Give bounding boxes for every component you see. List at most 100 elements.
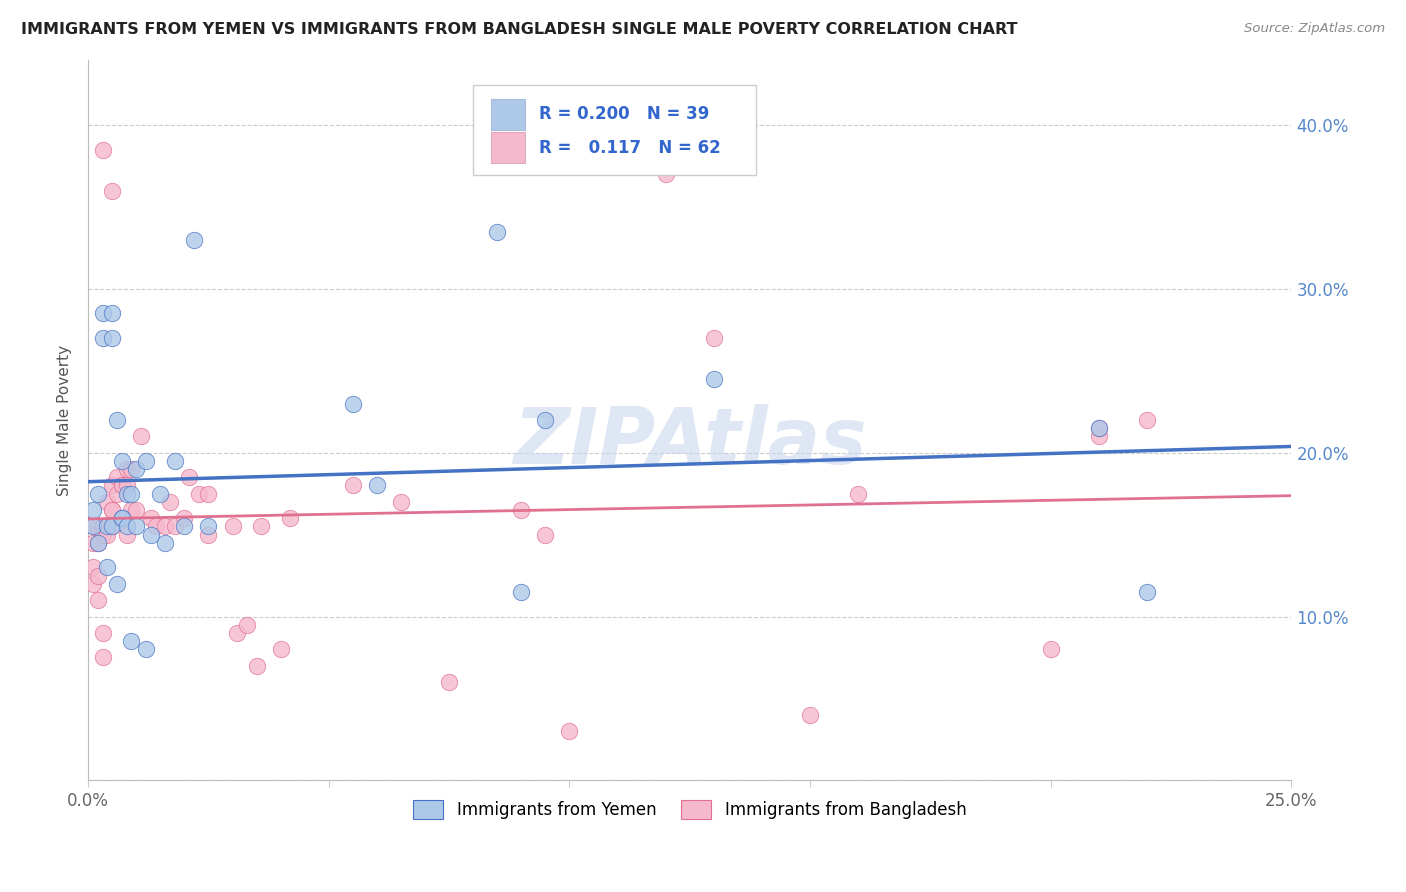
Text: R =   0.117   N = 62: R = 0.117 N = 62: [540, 138, 721, 156]
Point: [163, 519, 186, 533]
Point: [121, 634, 143, 648]
Point: [101, 503, 124, 517]
Point: [91, 527, 114, 541]
Point: [87, 536, 110, 550]
Point: [163, 454, 186, 468]
Point: [183, 233, 205, 247]
Point: [558, 724, 581, 739]
Point: [125, 503, 148, 517]
Y-axis label: Single Male Poverty: Single Male Poverty: [58, 344, 72, 496]
Point: [159, 495, 181, 509]
FancyBboxPatch shape: [491, 99, 524, 129]
Point: [129, 429, 152, 443]
Point: [87, 486, 110, 500]
Point: [703, 331, 725, 345]
Point: [82, 576, 104, 591]
Point: [91, 143, 114, 157]
Point: [342, 396, 364, 410]
Point: [105, 486, 128, 500]
Text: ZIPAtlas: ZIPAtlas: [513, 403, 866, 480]
Point: [226, 626, 249, 640]
Point: [366, 478, 388, 492]
Point: [125, 519, 148, 533]
Text: R = 0.200   N = 39: R = 0.200 N = 39: [540, 105, 710, 123]
Point: [135, 642, 157, 657]
Point: [846, 486, 869, 500]
Point: [82, 536, 104, 550]
FancyBboxPatch shape: [474, 85, 756, 175]
Point: [82, 519, 104, 533]
Text: IMMIGRANTS FROM YEMEN VS IMMIGRANTS FROM BANGLADESH SINGLE MALE POVERTY CORRELAT: IMMIGRANTS FROM YEMEN VS IMMIGRANTS FROM…: [21, 22, 1018, 37]
Point: [236, 617, 259, 632]
Point: [139, 511, 162, 525]
Point: [149, 486, 172, 500]
FancyBboxPatch shape: [491, 132, 524, 162]
Point: [510, 503, 533, 517]
Point: [115, 462, 138, 476]
Point: [534, 413, 557, 427]
Point: [105, 470, 128, 484]
Point: [250, 519, 273, 533]
Point: [115, 527, 138, 541]
Point: [96, 560, 118, 574]
Point: [115, 519, 138, 533]
Point: [121, 486, 143, 500]
Point: [121, 462, 143, 476]
Point: [703, 372, 725, 386]
Point: [96, 495, 118, 509]
Point: [437, 675, 460, 690]
Point: [246, 658, 269, 673]
Point: [534, 527, 557, 541]
Point: [111, 511, 134, 525]
Point: [115, 478, 138, 492]
Point: [135, 454, 157, 468]
Point: [179, 470, 201, 484]
Point: [197, 527, 219, 541]
Point: [173, 519, 195, 533]
Point: [111, 454, 134, 468]
Point: [96, 519, 118, 533]
Point: [1088, 421, 1111, 435]
Point: [91, 650, 114, 665]
Point: [111, 478, 134, 492]
Point: [187, 486, 209, 500]
Point: [91, 519, 114, 533]
Point: [270, 642, 292, 657]
Point: [105, 576, 128, 591]
Point: [1136, 413, 1159, 427]
Point: [1088, 421, 1111, 435]
Point: [139, 527, 162, 541]
Point: [197, 486, 219, 500]
Point: [221, 519, 243, 533]
Point: [82, 503, 104, 517]
Point: [654, 167, 676, 181]
Legend: Immigrants from Yemen, Immigrants from Bangladesh: Immigrants from Yemen, Immigrants from B…: [406, 794, 973, 826]
Point: [87, 568, 110, 582]
Point: [1088, 429, 1111, 443]
Point: [121, 503, 143, 517]
Point: [101, 331, 124, 345]
Point: [91, 331, 114, 345]
Point: [153, 519, 176, 533]
Point: [115, 486, 138, 500]
Point: [87, 536, 110, 550]
Point: [101, 184, 124, 198]
Point: [389, 495, 412, 509]
Point: [101, 306, 124, 320]
Point: [87, 593, 110, 607]
Point: [91, 626, 114, 640]
Point: [510, 585, 533, 599]
Point: [278, 511, 301, 525]
Point: [111, 478, 134, 492]
Point: [101, 478, 124, 492]
Point: [87, 519, 110, 533]
Point: [101, 503, 124, 517]
Point: [101, 519, 124, 533]
Point: [173, 511, 195, 525]
Point: [799, 707, 821, 722]
Point: [1136, 585, 1159, 599]
Point: [486, 225, 509, 239]
Point: [1039, 642, 1062, 657]
Point: [145, 519, 167, 533]
Point: [82, 560, 104, 574]
